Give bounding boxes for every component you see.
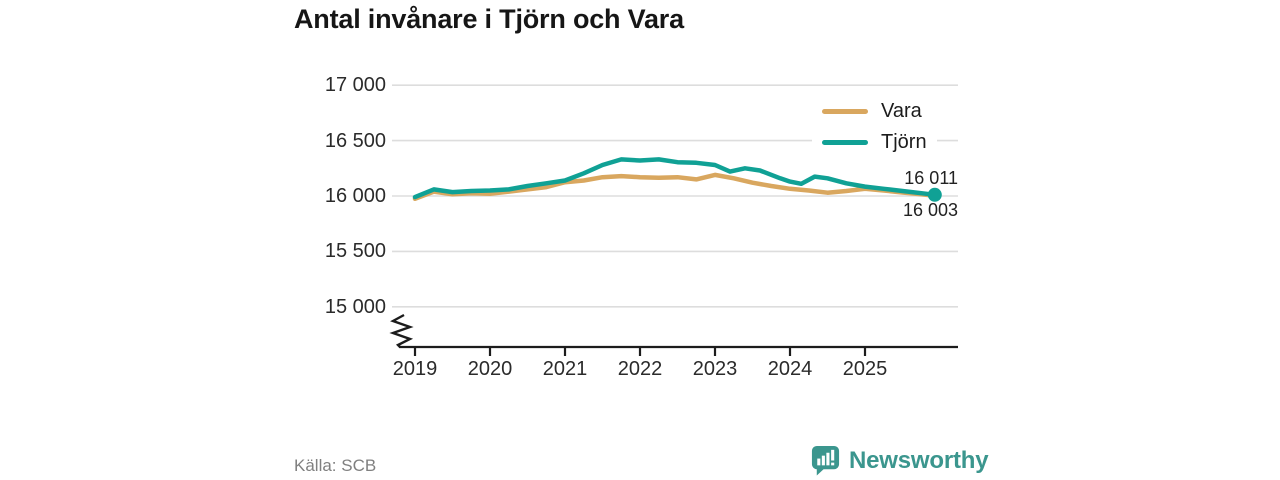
x-axis (399, 345, 958, 356)
x-tick-label: 2019 (392, 358, 438, 380)
source-note: Källa: SCB (294, 456, 377, 475)
y-tick-label: 15 500 (324, 240, 386, 263)
gridlines (392, 84, 958, 308)
legend-item-vara: Vara (812, 96, 937, 127)
x-tick-label: 2022 (617, 358, 663, 380)
legend-item-tjorn: Tjörn (812, 127, 937, 158)
chart-title: Antal invånare i Tjörn och Vara (294, 4, 684, 34)
vara-line-swatch-icon (822, 109, 868, 114)
newsworthy-bubble-chart-icon (811, 445, 840, 476)
vara-line (412, 172, 938, 202)
y-tick-label: 16 000 (324, 185, 386, 207)
tjorn-line (412, 157, 938, 200)
vara-end-value: 16 003 (902, 200, 958, 220)
y-tick-label: 17 000 (324, 74, 386, 97)
legend-label-tjorn: Tjörn (881, 131, 927, 153)
x-tick-label: 2024 (767, 358, 813, 380)
x-tick-label: 2020 (467, 358, 513, 380)
x-tick-label: 2021 (542, 358, 588, 380)
y-tick-label: 16 500 (324, 129, 386, 152)
legend-label-vara: Vara (881, 100, 922, 122)
legend: Vara Tjörn (812, 96, 937, 158)
tjorn-line-swatch-icon (822, 140, 868, 145)
y-tick-label: 15 000 (324, 295, 386, 318)
tjorn-end-value: 16 011 (904, 168, 958, 188)
newsworthy-logo: Newsworthy (810, 444, 989, 477)
newsworthy-wordmark: Newsworthy (849, 446, 989, 474)
axis-break-icon (389, 313, 414, 348)
x-tick-label: 2023 (692, 358, 738, 380)
x-tick-label: 2025 (842, 358, 888, 380)
tjorn-end-dot-icon (927, 187, 942, 202)
